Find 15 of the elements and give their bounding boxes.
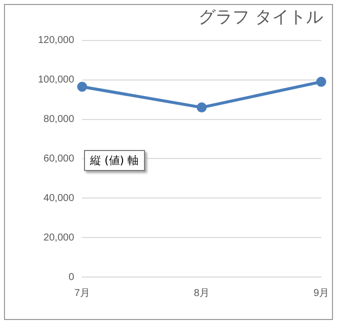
y-tick-label: 80,000 xyxy=(44,114,75,126)
y-tick-label: 100,000 xyxy=(38,74,75,86)
y-tick-label: 0 xyxy=(68,272,75,283)
point xyxy=(196,102,207,112)
y-tick-label: 60,000 xyxy=(44,153,75,164)
annotation: 縦 (値) 軸 xyxy=(84,150,145,171)
chart-title: グラフ タイトル xyxy=(198,8,323,28)
y-tick-label: 120,000 xyxy=(38,35,75,46)
point xyxy=(316,76,326,87)
y-tick-label: 20,000 xyxy=(44,232,75,244)
x-tick-label: 9月 xyxy=(313,288,329,299)
x-tick-label: 7月 xyxy=(74,288,90,299)
point xyxy=(77,82,88,92)
x-tick-label: 8月 xyxy=(194,288,210,299)
y-tick-label: 40,000 xyxy=(44,192,75,204)
